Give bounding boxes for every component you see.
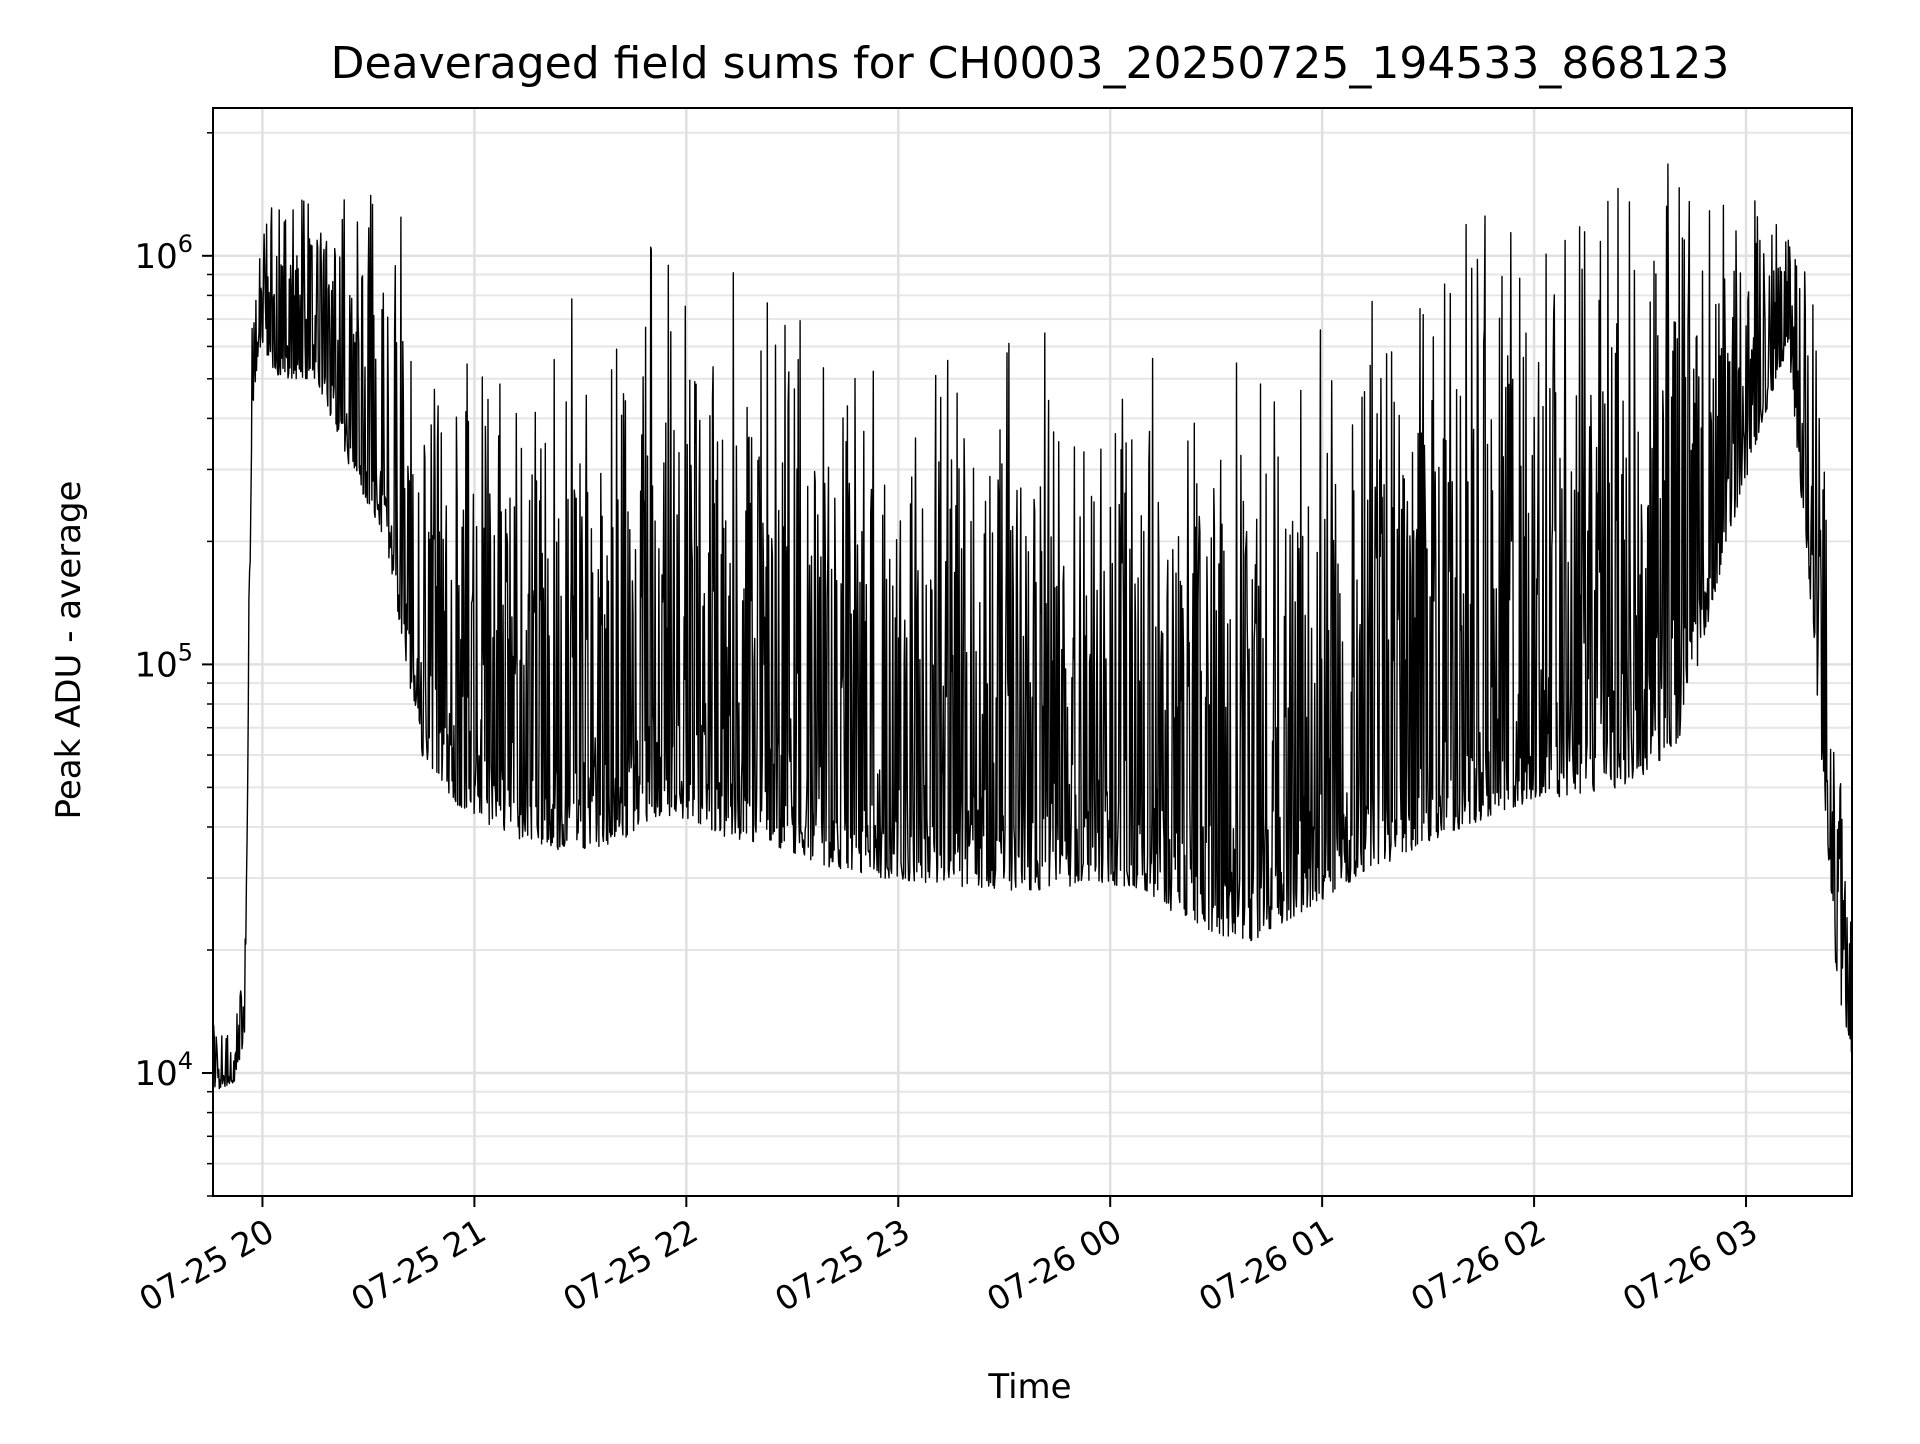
chart-title: Deaveraged field sums for CH0003_2025072…	[331, 38, 1730, 89]
x-axis-label: Time	[987, 1367, 1071, 1407]
y-tick-label: 105	[134, 638, 193, 685]
plot-frame	[212, 107, 1853, 1197]
plot-series	[212, 163, 1853, 1090]
y-axis-label: Peak ADU - average	[49, 481, 89, 820]
y-axis: 104 105 106	[134, 132, 213, 1197]
series-line	[212, 163, 1853, 1090]
y-tick-label: 106	[134, 230, 193, 277]
y-tick-label: 104	[134, 1047, 193, 1094]
